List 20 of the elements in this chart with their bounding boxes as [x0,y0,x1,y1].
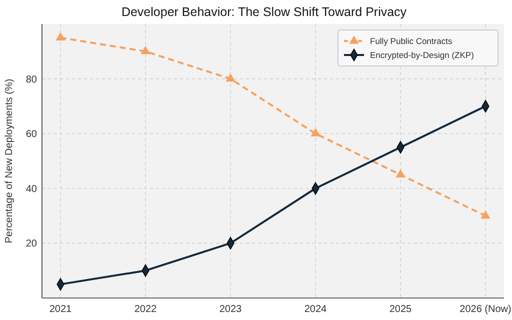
y-tick-label: 80 [26,74,38,86]
legend-label: Fully Public Contracts [370,36,452,46]
y-tick-label: 40 [26,184,38,195]
point [480,210,490,219]
x-tick-label: 2023 [219,304,242,315]
x-tick-label: 2024 [304,304,328,315]
x-tick-label: 2026 (Now) [460,304,512,315]
x-tick-label: 2025 [389,304,412,315]
y-axis-title: Percentage of New Deployments (%) [4,78,15,244]
point [226,73,236,82]
y-tick-label: 20 [26,238,38,250]
point [56,32,66,40]
point [140,46,150,54]
y-tick-label: 60 [26,129,38,140]
chart-title: Developer Behavior: The Slow Shift Toward Privacy [121,5,408,19]
point [396,169,406,178]
x-tick-label: 2021 [49,304,72,315]
point [310,128,320,136]
legend-label: Encrypted-by-Design (ZKP) [370,50,474,60]
x-tick-label: 2022 [134,304,158,315]
